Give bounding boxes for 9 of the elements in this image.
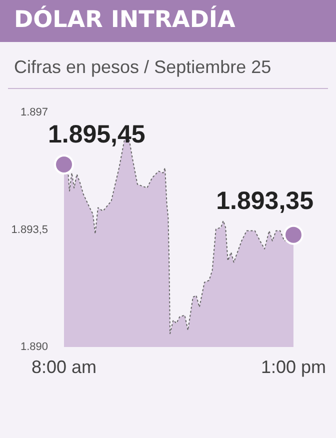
y-tick-label: 1.897 [20, 106, 48, 119]
chart-title: DÓLAR INTRADÍA [14, 7, 236, 33]
y-tick-label: 1.893,5 [11, 224, 48, 236]
chart-subtitle: Cifras en pesos / Septiembre 25 [14, 57, 272, 78]
x-tick-label: 1:00 pm [260, 356, 326, 377]
x-tick-label: 8:00 am [31, 356, 97, 377]
y-tick-label: 1.890 [20, 341, 48, 354]
annotation: 1.893,35 [216, 186, 314, 215]
annotation: 1.895,45 [48, 120, 146, 149]
